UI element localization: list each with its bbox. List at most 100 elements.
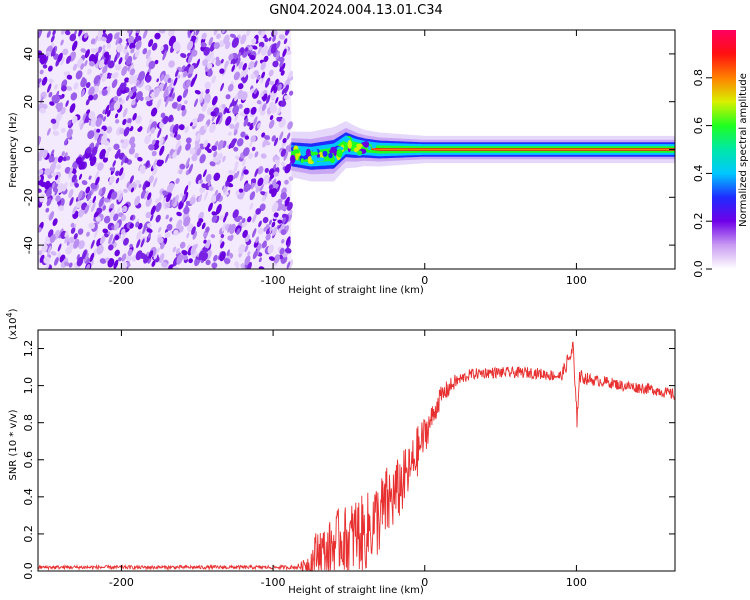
noise-speckle — [227, 223, 232, 233]
colorbar-tick-label: 0.2 — [692, 212, 705, 230]
noise-speckle — [39, 81, 43, 87]
noise-speckle — [259, 203, 266, 212]
noise-speckle — [155, 198, 159, 204]
noise-speckle — [227, 83, 234, 92]
noise-speckle — [80, 122, 84, 130]
noise-speckle — [221, 103, 226, 109]
noise-speckle — [150, 214, 154, 222]
noise-speckle — [98, 188, 103, 195]
noise-speckle — [97, 46, 103, 54]
noise-speckle — [252, 45, 258, 50]
noise-speckle — [120, 139, 125, 144]
noise-speckle — [144, 134, 151, 145]
noise-speckle — [57, 155, 64, 163]
noise-speckle — [172, 41, 180, 50]
noise-speckle — [72, 205, 77, 215]
noise-speckle — [62, 48, 69, 56]
band-blob — [357, 150, 363, 155]
noise-speckle — [249, 202, 254, 211]
noise-speckle — [153, 251, 158, 260]
noise-speckle — [76, 256, 84, 267]
noise-speckle — [129, 175, 134, 184]
noise-speckle — [232, 105, 240, 115]
noise-speckle — [211, 214, 218, 223]
noise-speckle — [270, 173, 275, 180]
noise-speckle — [104, 104, 110, 115]
noise-speckle — [289, 209, 293, 216]
noise-speckle — [282, 48, 287, 58]
noise-speckle — [140, 238, 145, 248]
noise-speckle — [57, 52, 63, 63]
noise-speckle — [285, 30, 290, 36]
noise-speckle — [240, 131, 246, 138]
noise-speckle — [93, 228, 99, 239]
x-tick-label: 0 — [421, 576, 428, 589]
noise-speckle — [161, 261, 168, 268]
noise-speckle — [75, 70, 83, 80]
noise-speckle — [280, 229, 287, 236]
noise-speckle — [258, 257, 262, 263]
noise-speckle — [213, 42, 220, 49]
noise-speckle — [269, 115, 274, 121]
noise-speckle — [182, 71, 188, 78]
noise-speckle — [147, 192, 152, 201]
noise-speckle — [129, 68, 136, 76]
colorbar-tick-label: 0.8 — [692, 69, 705, 87]
noise-speckle — [88, 222, 96, 230]
noise-speckle — [182, 88, 189, 98]
noise-speckle — [77, 190, 83, 201]
noise-speckle — [277, 198, 283, 204]
noise-speckle — [52, 130, 60, 136]
noise-speckle — [68, 262, 73, 268]
noise-speckle — [250, 88, 255, 94]
band-inner — [291, 139, 675, 163]
noise-speckle — [134, 49, 140, 58]
noise-speckle — [46, 197, 52, 207]
noise-speckle — [128, 147, 135, 155]
noise-speckle — [268, 219, 272, 226]
noise-speckle — [288, 259, 294, 269]
noise-speckle — [90, 38, 96, 45]
noise-speckle — [78, 209, 83, 217]
noise-speckle — [279, 247, 285, 255]
noise-speckle — [229, 123, 235, 129]
noise-speckle — [39, 69, 44, 75]
y-tick-label: 1.0 — [22, 377, 35, 395]
noise-speckle — [268, 80, 275, 86]
noise-speckle — [116, 44, 124, 53]
noise-speckle — [252, 116, 258, 127]
noise-speckle — [168, 60, 175, 68]
noise-speckle — [129, 243, 133, 248]
noise-speckle — [128, 35, 134, 44]
noise-speckle — [228, 53, 234, 61]
noise-speckle — [181, 254, 188, 261]
noise-speckle — [185, 157, 191, 168]
noise-speckle — [198, 218, 204, 223]
noise-speckle — [167, 77, 172, 84]
noise-speckle — [268, 256, 275, 261]
noise-speckle — [260, 30, 266, 38]
noise-speckle — [101, 72, 108, 82]
noise-speckle — [231, 64, 236, 72]
noise-speckle — [108, 73, 113, 79]
noise-speckle — [99, 148, 106, 160]
noise-speckle — [203, 169, 207, 178]
noise-speckle — [169, 148, 174, 156]
noise-speckle — [199, 179, 203, 184]
noise-speckle — [273, 212, 279, 218]
noise-speckle — [172, 127, 177, 134]
y-tick-label: 1.2 — [22, 340, 35, 358]
noise-speckle — [248, 152, 254, 160]
noise-speckle — [114, 64, 122, 71]
noise-speckle — [272, 30, 278, 36]
noise-speckle — [150, 205, 156, 216]
noise-speckle — [75, 156, 83, 165]
noise-speckle — [96, 244, 104, 255]
noise-speckle — [169, 87, 174, 98]
noise-speckle — [264, 37, 269, 43]
noise-speckle — [184, 100, 188, 105]
noise-speckle — [100, 135, 108, 145]
noise-speckle — [158, 30, 166, 34]
noise-speckle — [89, 156, 97, 167]
